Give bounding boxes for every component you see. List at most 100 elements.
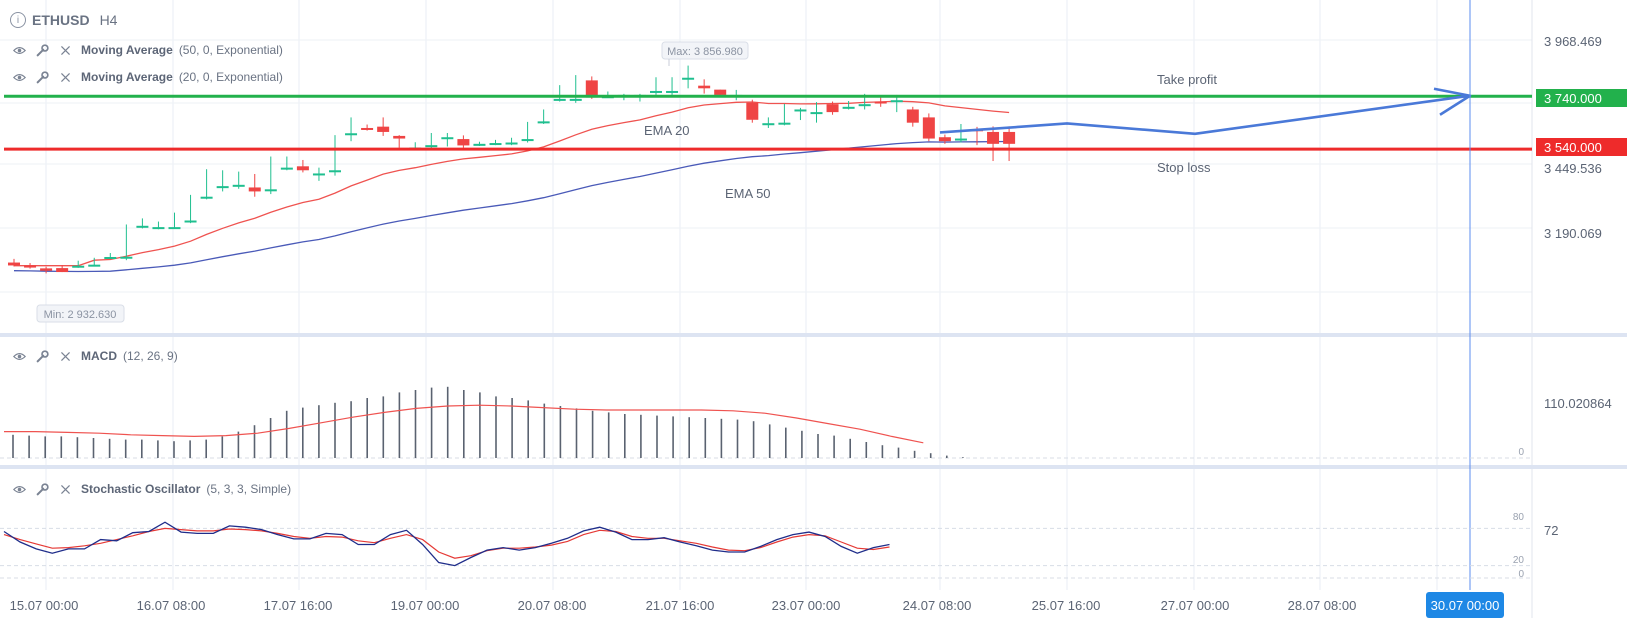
- close-icon[interactable]: [56, 68, 74, 86]
- crosshair-time-label: 30.07 00:00: [1431, 598, 1500, 613]
- min-label-text: Min: 2 932.630: [44, 309, 117, 321]
- indicator-name: Stochastic Oscillator: [81, 482, 201, 496]
- indicator-params: (20, 0, Exponential): [178, 70, 283, 84]
- macd-signal-line: [4, 404, 924, 444]
- ema-20-line: [14, 100, 1010, 267]
- candle-bull: [312, 173, 325, 176]
- candle-bull: [441, 137, 454, 140]
- eye-icon[interactable]: [10, 347, 28, 365]
- legend-ema20: Moving Average (20, 0, Exponential): [10, 67, 283, 87]
- indicator-params: (50, 0, Exponential): [178, 43, 283, 57]
- wrench-icon[interactable]: [33, 480, 51, 498]
- wrench-icon[interactable]: [33, 41, 51, 59]
- candle-bear: [361, 127, 374, 130]
- stop-loss-tag: [1536, 138, 1627, 156]
- legend-ema50: Moving Average (50, 0, Exponential): [10, 40, 283, 60]
- take-profit-tag-text: 3 740.000: [1544, 91, 1602, 106]
- x-axis-tick-label: 17.07 16:00: [264, 598, 333, 613]
- x-axis-tick-label: 21.07 16:00: [646, 598, 715, 613]
- stochastic-tick-label: 0: [1518, 569, 1524, 580]
- x-axis-tick-label: 20.07 08:00: [518, 598, 587, 613]
- macd-tick-label: 110.020864: [1544, 396, 1612, 411]
- candle-bull: [682, 77, 695, 80]
- candle-bull: [666, 90, 679, 93]
- indicator-name: Moving Average: [81, 43, 173, 57]
- candle-bull: [762, 123, 775, 126]
- ema-50-annotation: EMA 50: [725, 186, 771, 201]
- candle-bull: [473, 143, 486, 146]
- candle-bear: [987, 131, 1000, 144]
- candle-bull: [88, 264, 101, 267]
- price-tick-label: 3 449.536: [1544, 161, 1602, 176]
- stochastic-tick-label: 72: [1544, 523, 1558, 538]
- candle-bull: [537, 121, 550, 124]
- x-axis-tick-label: 19.07 00:00: [391, 598, 460, 613]
- candle-bear: [922, 117, 935, 139]
- candle-bear: [714, 89, 727, 95]
- candle-bull: [890, 100, 903, 103]
- info-icon[interactable]: i: [10, 12, 26, 28]
- candle-bear: [826, 104, 839, 113]
- candle-bear: [906, 109, 919, 123]
- candle-bull: [553, 98, 566, 101]
- legend-stochastic: Stochastic Oscillator (5, 3, 3, Simple): [10, 479, 291, 499]
- candle-bull: [794, 109, 807, 112]
- candle-bull: [569, 98, 582, 101]
- stop-loss-label: Stop loss: [1157, 160, 1211, 175]
- x-axis-tick-label: 24.07 08:00: [903, 598, 972, 613]
- eye-icon[interactable]: [10, 41, 28, 59]
- candle-bear: [8, 262, 20, 266]
- x-axis-tick-label: 16.07 08:00: [137, 598, 206, 613]
- symbol-name: ETHUSD: [32, 12, 90, 28]
- candle-bear: [1003, 131, 1016, 144]
- indicator-params: (5, 3, 3, Simple): [206, 482, 292, 496]
- candle-bull: [120, 256, 133, 259]
- eye-icon[interactable]: [10, 480, 28, 498]
- macd-tick-label: 0: [1518, 447, 1524, 458]
- close-icon[interactable]: [56, 41, 74, 59]
- wrench-icon[interactable]: [33, 68, 51, 86]
- panel-separator: [0, 333, 1627, 337]
- indicator-params: (12, 26, 9): [123, 349, 178, 363]
- candle-bull: [152, 227, 165, 230]
- symbol-header: i ETHUSD H4: [10, 12, 117, 28]
- crosshair-time-tag: [1426, 592, 1504, 618]
- wrench-icon[interactable]: [33, 347, 51, 365]
- candle-bull: [216, 186, 229, 189]
- candle-bear: [938, 137, 951, 142]
- price-tick-label: 3 190.069: [1544, 226, 1602, 241]
- min-label-box: [36, 304, 125, 323]
- candle-bear: [393, 135, 406, 139]
- candle-bear: [40, 268, 53, 271]
- candle-bull: [345, 133, 358, 136]
- take-profit-label: Take profit: [1157, 72, 1217, 87]
- x-axis-tick-label: 28.07 08:00: [1288, 598, 1357, 613]
- legend-macd: MACD (12, 26, 9): [10, 346, 178, 366]
- ema-50-line: [13, 140, 1010, 273]
- candle-bull: [280, 167, 293, 170]
- timeframe-label[interactable]: H4: [99, 12, 118, 28]
- close-icon[interactable]: [56, 480, 74, 498]
- price-tick-label: 3 968.469: [1544, 34, 1602, 49]
- candle-bull: [858, 104, 871, 107]
- stop-loss-tag-text: 3 540.000: [1544, 140, 1602, 155]
- candle-bull: [232, 184, 245, 187]
- stochastic-d-line: [3, 527, 890, 559]
- candle-bear: [56, 268, 69, 273]
- x-axis-tick-label: 23.07 00:00: [772, 598, 841, 613]
- candle-bull: [200, 196, 213, 199]
- candle-bear: [296, 166, 309, 171]
- candle-bull: [650, 90, 662, 93]
- max-label-text: Max: 3 856.980: [667, 46, 743, 58]
- x-axis-tick-label: 27.07 00:00: [1161, 598, 1230, 613]
- candle-bull: [778, 122, 791, 125]
- eye-icon[interactable]: [10, 68, 28, 86]
- projection-arrowhead: [1433, 87, 1472, 116]
- close-icon[interactable]: [56, 347, 74, 365]
- candle-bull: [329, 170, 341, 173]
- candle-bear: [248, 187, 261, 192]
- candle-bear: [698, 85, 711, 89]
- candle-bull: [810, 112, 823, 115]
- candle-bull: [264, 189, 277, 192]
